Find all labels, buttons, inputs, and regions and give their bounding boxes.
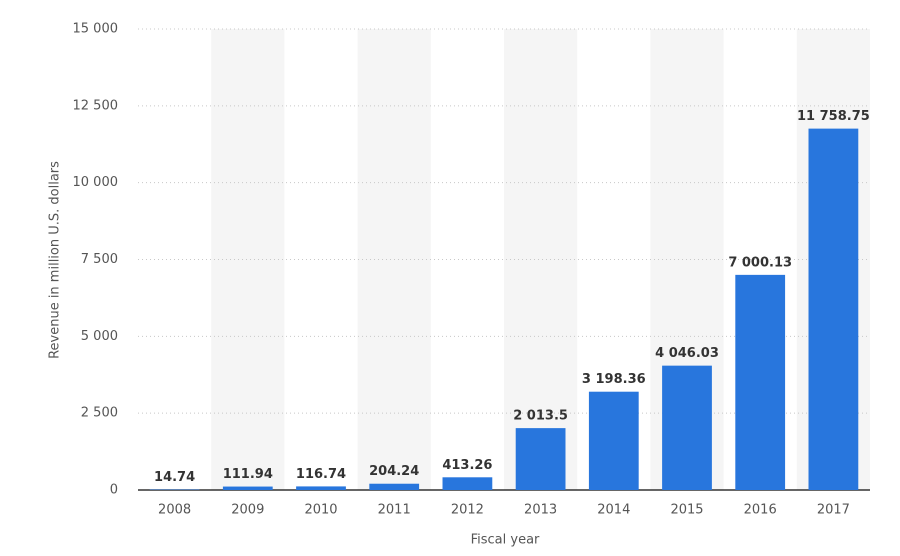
- bar: [662, 365, 712, 490]
- value-label: 116.74: [296, 467, 346, 482]
- value-label: 2 013.5: [513, 409, 568, 424]
- x-tick-label: 2017: [817, 503, 850, 518]
- value-label: 413.26: [442, 458, 492, 473]
- x-tick-label: 2013: [524, 503, 557, 518]
- bar: [808, 128, 859, 490]
- band-shade: [504, 29, 578, 490]
- bar: [222, 486, 273, 490]
- y-tick-label: 15 000: [73, 22, 119, 37]
- y-axis-label: Revenue in million U.S. dollars: [48, 161, 63, 359]
- value-label: 204.24: [369, 464, 419, 479]
- value-label: 7 000.13: [728, 255, 792, 270]
- band-shade: [211, 29, 285, 490]
- bar: [442, 477, 493, 490]
- x-axis-label: Fiscal year: [471, 533, 540, 548]
- x-tick-label: 2009: [231, 503, 264, 518]
- bar: [515, 428, 566, 490]
- value-label: 14.74: [154, 470, 195, 485]
- x-tick-label: 2008: [158, 503, 191, 518]
- value-label: 4 046.03: [655, 346, 719, 361]
- x-tick-label: 2016: [744, 503, 777, 518]
- y-tick-label: 7 500: [81, 252, 118, 267]
- x-tick-label: 2015: [670, 503, 703, 518]
- x-tick-label: 2014: [597, 503, 630, 518]
- y-tick-label: 10 000: [73, 175, 119, 190]
- y-tick-label: 12 500: [73, 98, 119, 113]
- bar: [588, 391, 639, 490]
- x-tick-label: 2011: [378, 503, 411, 518]
- bar: [735, 274, 786, 490]
- value-label: 11 758.75: [797, 109, 870, 124]
- y-tick-label: 2 500: [81, 406, 118, 421]
- y-tick-label: 5 000: [81, 329, 118, 344]
- value-label: 111.94: [223, 467, 273, 482]
- value-label: 3 198.36: [582, 372, 646, 387]
- y-tick-label: 0: [110, 483, 118, 498]
- bar: [369, 483, 420, 490]
- bar: [296, 486, 346, 490]
- x-tick-label: 2010: [304, 503, 337, 518]
- x-tick-label: 2012: [451, 503, 484, 518]
